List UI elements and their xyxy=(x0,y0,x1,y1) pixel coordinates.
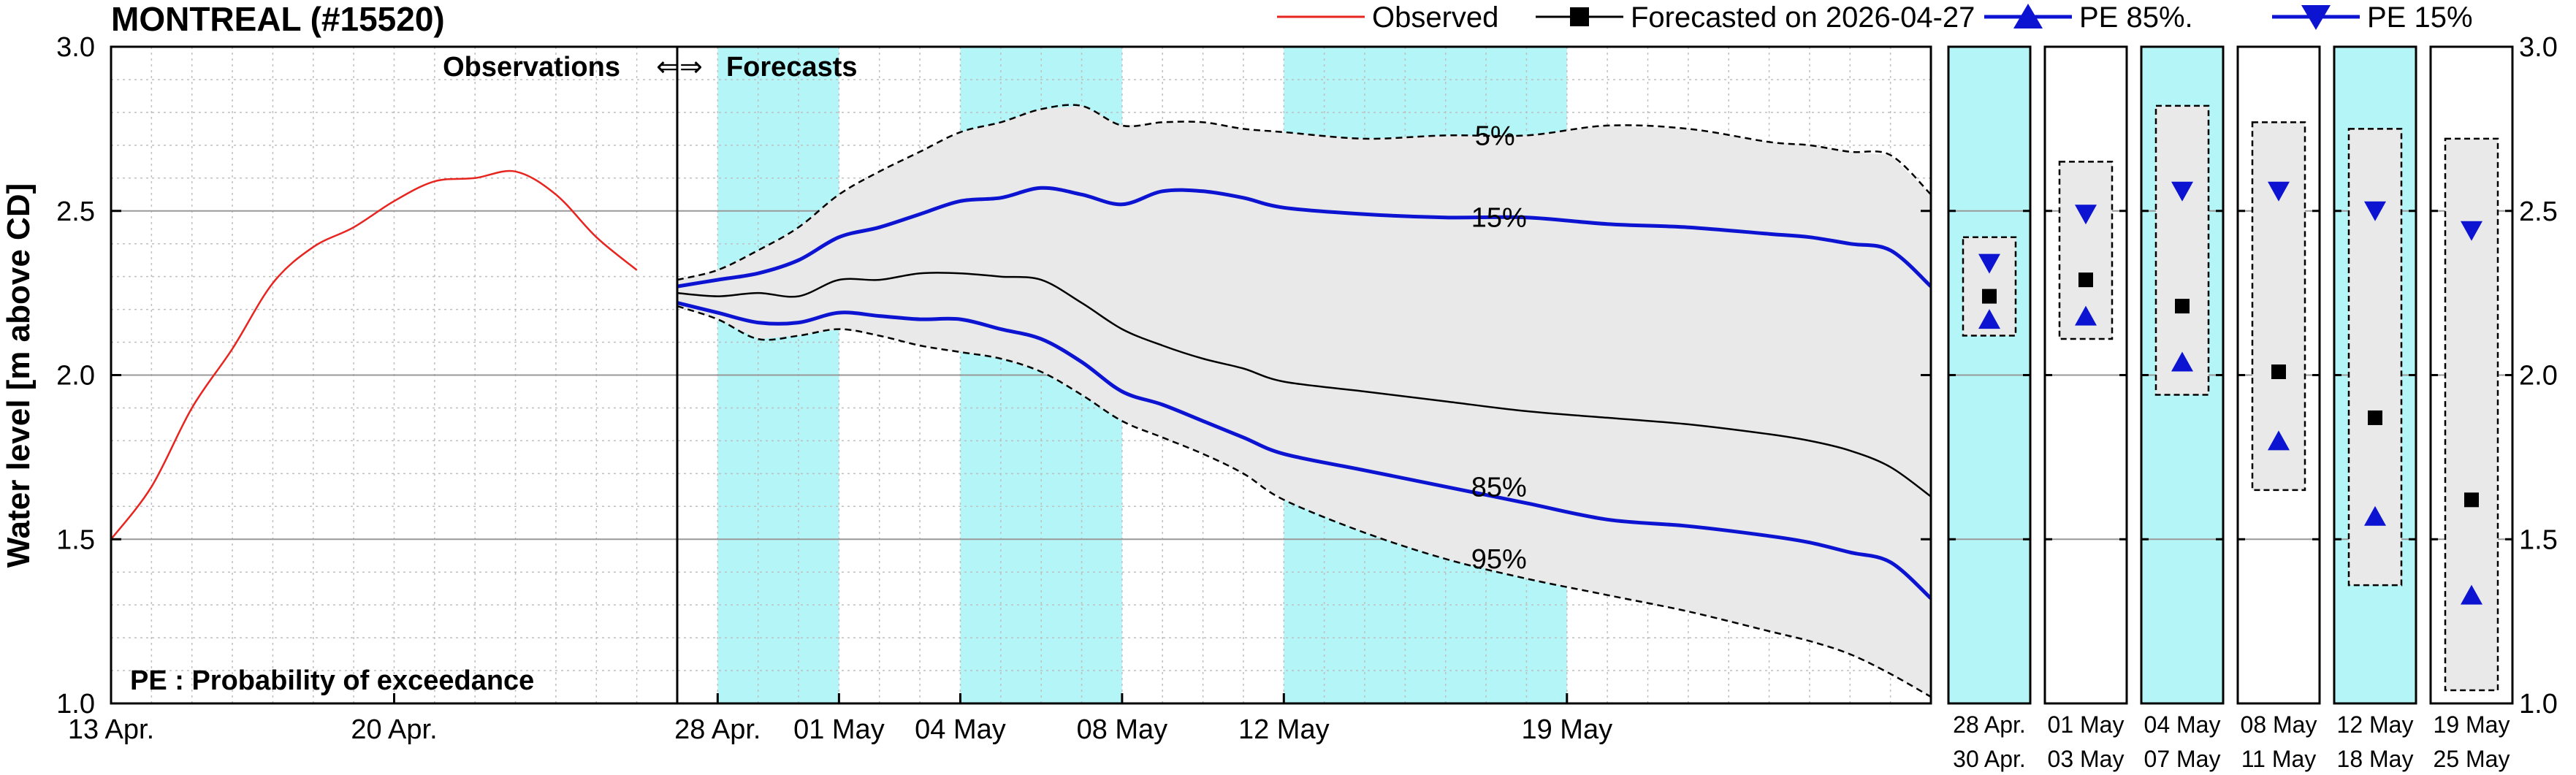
x-tick-label: 01 May xyxy=(793,714,885,745)
panel-pe15-marker xyxy=(2364,201,2386,221)
series-line-pe-95- xyxy=(677,305,1931,698)
panel-bottom-date: 03 May xyxy=(2048,746,2125,772)
series-line-pe-15- xyxy=(677,186,1931,289)
x-tick-label: 13 Apr. xyxy=(68,714,154,745)
weekly-panel-0: 28 Apr. 30 Apr. xyxy=(1947,45,2032,772)
panel-pe85-marker xyxy=(2364,505,2386,526)
panel-top-date: 08 May xyxy=(2241,711,2317,738)
weekly-panel-1: 01 May 03 May xyxy=(2043,45,2128,772)
weekly-panel-3: 08 May 11 May xyxy=(2236,45,2321,772)
panel-forecast-marker xyxy=(1982,289,1997,304)
panel-range-box xyxy=(2154,104,2210,396)
series-line-pe-85- xyxy=(677,301,1931,600)
panel-forecast-marker xyxy=(2368,410,2382,425)
panel-frame xyxy=(2333,45,2417,705)
series-line-observed xyxy=(111,169,638,541)
series-label-85%: 85% xyxy=(1471,472,1527,503)
panel-forecast-marker xyxy=(2271,364,2286,380)
panel-top-date: 01 May xyxy=(2048,711,2125,738)
uncertainty-band xyxy=(677,105,1931,697)
weekly-panel-4: 12 May 18 May xyxy=(2333,45,2417,772)
x-tick-label: 19 May xyxy=(1521,714,1612,745)
panel-forecast-marker xyxy=(2464,492,2479,508)
panel-pe15-marker xyxy=(2461,221,2482,241)
panel-pe85-marker xyxy=(2268,430,2290,451)
y-tick-label-left: 1.5 xyxy=(56,524,95,555)
panel-pe85-marker xyxy=(1978,309,2000,329)
legend-pe85-marker xyxy=(2013,4,2043,28)
weekly-panel-5: 19 May 25 May xyxy=(2429,45,2514,772)
legend-forecast-label: Forecasted on 2026-04-27 xyxy=(1631,1,1975,34)
y-tick-label-right: 1.5 xyxy=(2519,524,2558,555)
legend-observed-label: Observed xyxy=(1372,1,1498,34)
legend: Observed Forecasted on 2026-04-27 PE 85%… xyxy=(1277,1,2473,34)
panel-forecast-marker xyxy=(2078,272,2093,288)
x-tick-label: 20 Apr. xyxy=(351,714,437,745)
y-tick-label-left: 2.5 xyxy=(56,196,95,227)
panel-top-date: 12 May xyxy=(2337,711,2414,738)
series-line-forecasted-on-2026-04-27 xyxy=(677,272,1931,497)
weekly-panel-2: 04 May 07 May xyxy=(2140,45,2225,772)
pe-note: PE : Probability of exceedance xyxy=(130,665,534,696)
x-tick-label: 04 May xyxy=(915,714,1006,745)
main-plot: Observations ⇐⇒ Forecasts PE : Probabili… xyxy=(110,45,1932,705)
x-tick-label: 28 Apr. xyxy=(674,714,761,745)
y-tick-label-right: 1.0 xyxy=(2519,689,2558,719)
panel-pe85-marker xyxy=(2461,584,2482,605)
legend-forecast-marker xyxy=(1570,7,1589,26)
panel-frame xyxy=(2140,45,2225,705)
panel-pe15-marker xyxy=(2075,205,2097,225)
observations-label: Observations xyxy=(443,52,620,83)
series-label-95%: 95% xyxy=(1471,544,1527,575)
y-tick-label-right: 2.0 xyxy=(2519,361,2558,392)
panel-pe85-marker xyxy=(2171,351,2193,372)
panel-frame xyxy=(1947,45,2032,705)
y-tick-label-left: 3.0 xyxy=(56,32,95,63)
weekly-panels: 28 Apr. 30 Apr. 01 May 03 May 04 May 07 May 08… xyxy=(1947,45,2514,772)
panel-pe85-marker xyxy=(2075,305,2097,326)
y-axis-label: Water level [m above CD] xyxy=(1,183,37,568)
panel-pe15-marker xyxy=(2171,181,2193,202)
series-label-15%: 15% xyxy=(1471,203,1527,234)
panel-pe15-marker xyxy=(1978,253,2000,274)
y-axis-left: 1.0 1.5 2.0 2.5 3.0 xyxy=(56,32,95,719)
panel-bottom-date: 07 May xyxy=(2144,746,2221,772)
y-axis-right: 1.0 1.5 2.0 2.5 3.0 xyxy=(2519,32,2558,719)
chart-title: MONTREAL (#15520) xyxy=(111,0,445,38)
panel-frame xyxy=(2043,45,2128,705)
panel-bottom-date: 11 May xyxy=(2241,746,2317,772)
x-tick-label: 08 May xyxy=(1077,714,1168,745)
panel-pe15-marker xyxy=(2268,181,2290,202)
panel-bottom-date: 18 May xyxy=(2337,746,2414,772)
x-tick-label: 12 May xyxy=(1238,714,1330,745)
panel-forecast-marker xyxy=(2175,299,2190,314)
panel-frame xyxy=(2429,45,2514,705)
panel-top-date: 19 May xyxy=(2434,711,2510,738)
divider-arrows: ⇐⇒ xyxy=(656,52,703,83)
legend-pe15-label: PE 15% xyxy=(2367,1,2473,34)
legend-pe15-marker xyxy=(2301,5,2331,30)
panel-bottom-date: 25 May xyxy=(2434,746,2510,772)
series-label-5%: 5% xyxy=(1475,121,1515,151)
y-tick-label-left: 1.0 xyxy=(56,689,95,719)
legend-pe85-label: PE 85%. xyxy=(2079,1,2193,34)
forecasts-label: Forecasts xyxy=(726,52,858,83)
y-tick-label-right: 3.0 xyxy=(2519,32,2558,63)
panel-bottom-date: 30 Apr. xyxy=(1953,746,2026,772)
x-axis: 13 Apr. 20 Apr. 28 Apr. 01 May 04 May 08 May 1… xyxy=(68,714,1612,745)
panel-frame xyxy=(2236,45,2321,705)
panel-top-date: 04 May xyxy=(2144,711,2221,738)
y-tick-label-left: 2.0 xyxy=(56,361,95,392)
y-tick-label-right: 2.5 xyxy=(2519,196,2558,227)
panel-top-date: 28 Apr. xyxy=(1953,711,2026,738)
series-line-pe-5- xyxy=(677,104,1931,281)
